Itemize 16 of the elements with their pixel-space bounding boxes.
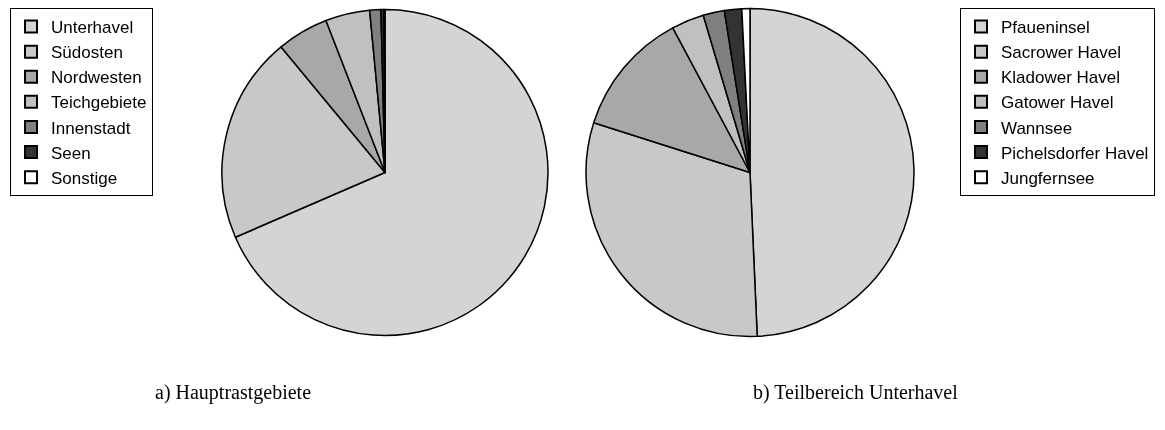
legend-label: Pichelsdorfer Havel <box>1001 143 1149 163</box>
legend-label: Seen <box>51 143 91 163</box>
legend-label: Jungfernsee <box>1001 168 1095 188</box>
legend-label: Pfaueninsel <box>1001 18 1090 38</box>
legend-label: Sonstige <box>51 168 118 188</box>
legend-label: Kladower Havel <box>1001 68 1121 88</box>
legend-label: Teichgebiete <box>51 93 147 113</box>
legend-label: Innenstadt <box>51 118 131 138</box>
legend-label: Wannsee <box>1001 118 1073 138</box>
legend-label: Südosten <box>51 43 123 63</box>
legend-label: Unterhavel <box>51 18 134 38</box>
legend-label: Sacrower Havel <box>1001 43 1121 63</box>
text: b) Teilbereich Unterhavel <box>753 381 959 404</box>
legend-label: Nordwesten <box>51 68 142 88</box>
legend-label: Gatower Havel <box>1001 93 1114 113</box>
text: a) Hauptrastgebiete <box>155 381 312 404</box>
